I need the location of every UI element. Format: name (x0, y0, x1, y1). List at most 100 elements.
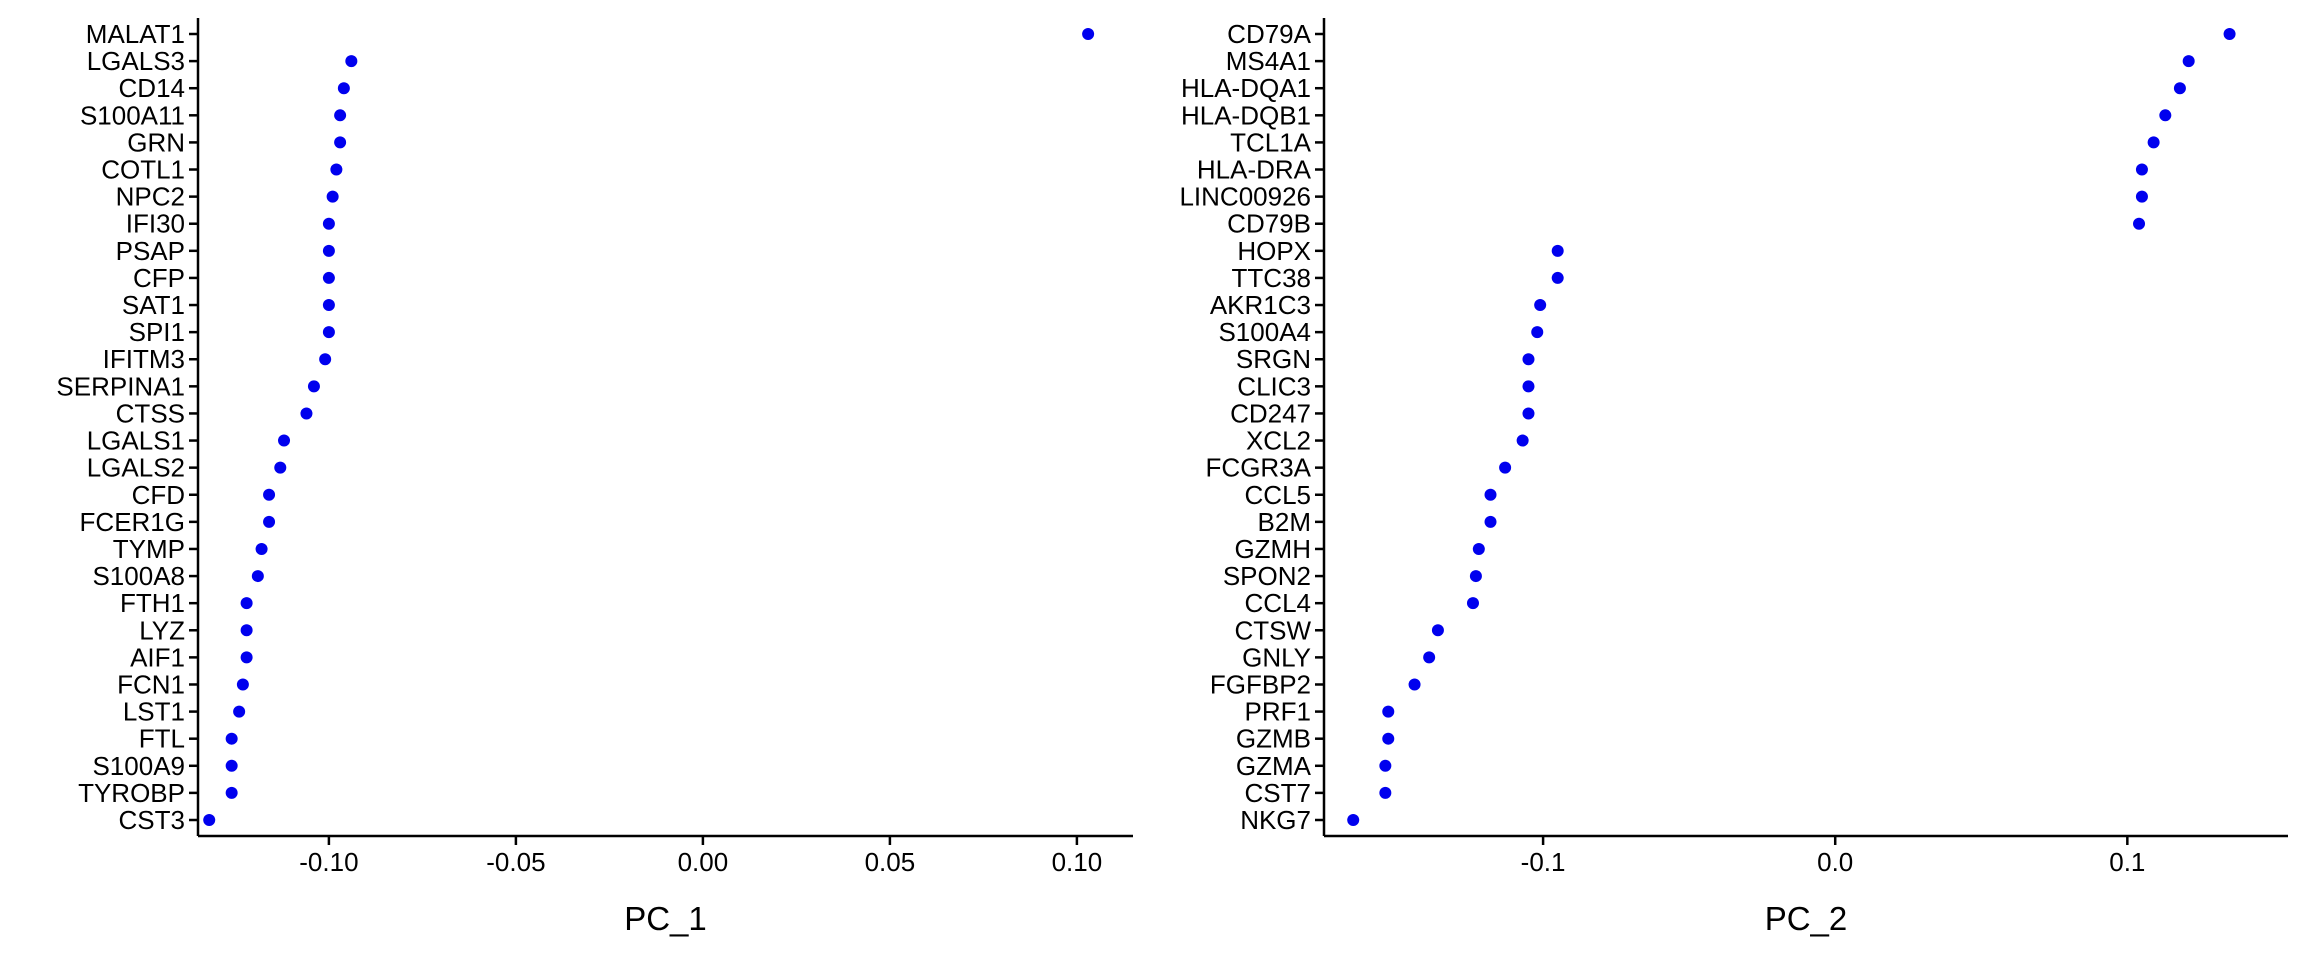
y-tick-label: CST3 (119, 805, 185, 835)
x-tick-label: 0.05 (865, 847, 916, 877)
y-tick-label: FCN1 (117, 669, 185, 699)
data-point (1466, 597, 1479, 610)
y-tick-label: PSAP (116, 236, 185, 266)
data-point (345, 55, 358, 68)
data-point (1472, 542, 1485, 555)
y-tick-label: B2M (1258, 507, 1311, 537)
y-tick-label: IFITM3 (103, 344, 185, 374)
y-tick-label: CST7 (1245, 778, 1311, 808)
data-point (203, 814, 216, 826)
y-tick-label: NKG7 (1240, 805, 1311, 835)
data-point (1423, 651, 1436, 664)
y-tick-label: CD79B (1227, 209, 1311, 239)
data-point (1484, 515, 1497, 528)
x-tick-label: -0.1 (1521, 847, 1566, 877)
data-point (1379, 786, 1392, 799)
y-tick-label: CD14 (119, 73, 185, 103)
y-tick-label: GNLY (1242, 642, 1311, 672)
data-point (1431, 624, 1444, 637)
data-point (240, 624, 253, 637)
data-point (233, 705, 246, 718)
data-point (1522, 380, 1535, 393)
data-point (300, 407, 313, 420)
x-axis-title: PC_1 (624, 900, 707, 937)
y-tick-label: LGALS3 (87, 46, 185, 76)
y-tick-label: S100A9 (92, 751, 185, 781)
y-tick-label: FCER1G (80, 507, 185, 537)
pc2-loadings-panel: CD79AMS4A1HLA-DQA1HLA-DQB1TCL1AHLA-DRALI… (1179, 18, 2288, 937)
data-point (1469, 570, 1482, 583)
data-point (1522, 353, 1535, 366)
data-point (278, 434, 291, 447)
x-tick-label: -0.10 (299, 847, 358, 877)
data-point (2133, 217, 2146, 230)
y-tick-label: HLA-DRA (1197, 155, 1312, 185)
y-tick-label: CTSS (116, 398, 185, 428)
data-point (2135, 190, 2148, 203)
y-tick-label: LGALS2 (87, 453, 185, 483)
y-tick-label: FTL (139, 724, 185, 754)
y-tick-label: GRN (127, 127, 185, 157)
data-point (236, 678, 249, 691)
data-point (1531, 326, 1544, 339)
y-tick-label: LINC00926 (1179, 182, 1311, 212)
y-tick-label: SERPINA1 (56, 371, 185, 401)
x-tick-label: 0.1 (2109, 847, 2145, 877)
y-tick-label: GZMB (1236, 724, 1311, 754)
y-tick-label: TYROBP (78, 778, 185, 808)
data-point (2173, 82, 2186, 95)
y-tick-label: CTSW (1234, 615, 1311, 645)
y-tick-label: FGFBP2 (1210, 669, 1311, 699)
data-point (322, 326, 335, 339)
y-tick-label: COTL1 (101, 155, 185, 185)
data-point (2223, 28, 2236, 40)
y-tick-label: CFD (132, 480, 185, 510)
data-point (1499, 461, 1512, 474)
y-tick-label: IFI30 (126, 209, 185, 239)
y-tick-label: SPON2 (1223, 561, 1311, 591)
y-tick-label: LYZ (139, 615, 185, 645)
data-point (334, 109, 347, 122)
data-point (225, 786, 238, 799)
data-point (322, 244, 335, 257)
y-tick-label: CCL4 (1245, 588, 1311, 618)
y-tick-label: TYMP (113, 534, 185, 564)
y-tick-label: S100A11 (80, 100, 185, 130)
data-point (1551, 244, 1564, 257)
data-point (326, 190, 339, 203)
x-tick-label: 0.0 (1817, 847, 1853, 877)
y-tick-label: HLA-DQA1 (1181, 73, 1311, 103)
data-point (1347, 814, 1360, 826)
y-tick-label: FTH1 (120, 588, 185, 618)
data-point (1408, 678, 1421, 691)
data-point (319, 353, 332, 366)
y-tick-label: S100A8 (92, 561, 185, 591)
y-tick-label: CD79A (1227, 19, 1311, 49)
data-point (1382, 732, 1395, 745)
x-tick-label: 0.00 (678, 847, 729, 877)
x-axis-title: PC_2 (1765, 900, 1848, 937)
y-tick-label: TTC38 (1232, 263, 1311, 293)
data-point (240, 597, 253, 610)
y-tick-label: NPC2 (116, 182, 185, 212)
data-point (322, 217, 335, 230)
data-point (263, 515, 276, 528)
data-point (263, 488, 276, 501)
data-point (255, 542, 268, 555)
y-tick-label: LGALS1 (87, 426, 185, 456)
data-point (225, 759, 238, 772)
y-tick-label: S100A4 (1218, 317, 1311, 347)
y-tick-label: CLIC3 (1237, 371, 1311, 401)
y-tick-label: SPI1 (129, 317, 185, 347)
data-point (2147, 136, 2160, 149)
data-point (1516, 434, 1529, 447)
data-point (322, 271, 335, 284)
y-tick-label: CFP (133, 263, 185, 293)
y-tick-label: AIF1 (130, 642, 185, 672)
data-point (322, 299, 335, 312)
data-point (337, 82, 350, 95)
x-tick-label: -0.05 (486, 847, 545, 877)
data-point (225, 732, 238, 745)
data-point (2159, 109, 2172, 122)
data-point (274, 461, 287, 474)
